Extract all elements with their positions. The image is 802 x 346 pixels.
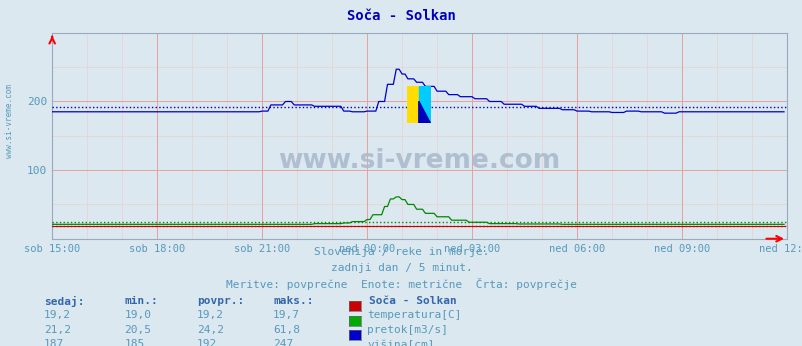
Polygon shape — [419, 86, 430, 124]
Text: 21,2: 21,2 — [44, 325, 71, 335]
Text: 24,2: 24,2 — [196, 325, 224, 335]
Text: 20,5: 20,5 — [124, 325, 152, 335]
Text: 187: 187 — [44, 339, 64, 346]
Text: Slovenija / reke in morje.: Slovenija / reke in morje. — [314, 247, 488, 257]
Text: sedaj:: sedaj: — [44, 296, 84, 307]
Polygon shape — [419, 101, 430, 124]
Text: maks.:: maks.: — [273, 296, 313, 306]
Text: 19,7: 19,7 — [273, 310, 300, 320]
Text: temperatura[C]: temperatura[C] — [367, 310, 461, 320]
Text: pretok[m3/s]: pretok[m3/s] — [367, 325, 448, 335]
Text: Meritve: povprečne  Enote: metrične  Črta: povprečje: Meritve: povprečne Enote: metrične Črta:… — [225, 278, 577, 290]
Text: www.si-vreme.com: www.si-vreme.com — [278, 147, 560, 173]
Text: 19,0: 19,0 — [124, 310, 152, 320]
Text: povpr.:: povpr.: — [196, 296, 244, 306]
Text: 247: 247 — [273, 339, 293, 346]
Text: www.si-vreme.com: www.si-vreme.com — [5, 84, 14, 158]
Text: min.:: min.: — [124, 296, 158, 306]
Text: 192: 192 — [196, 339, 217, 346]
Text: 61,8: 61,8 — [273, 325, 300, 335]
Text: 19,2: 19,2 — [44, 310, 71, 320]
Text: 19,2: 19,2 — [196, 310, 224, 320]
Polygon shape — [407, 86, 419, 124]
Text: 185: 185 — [124, 339, 144, 346]
Text: Soča - Solkan: Soča - Solkan — [369, 296, 456, 306]
Text: višina[cm]: višina[cm] — [367, 339, 434, 346]
Text: zadnji dan / 5 minut.: zadnji dan / 5 minut. — [330, 263, 472, 273]
Text: Soča - Solkan: Soča - Solkan — [346, 9, 456, 22]
